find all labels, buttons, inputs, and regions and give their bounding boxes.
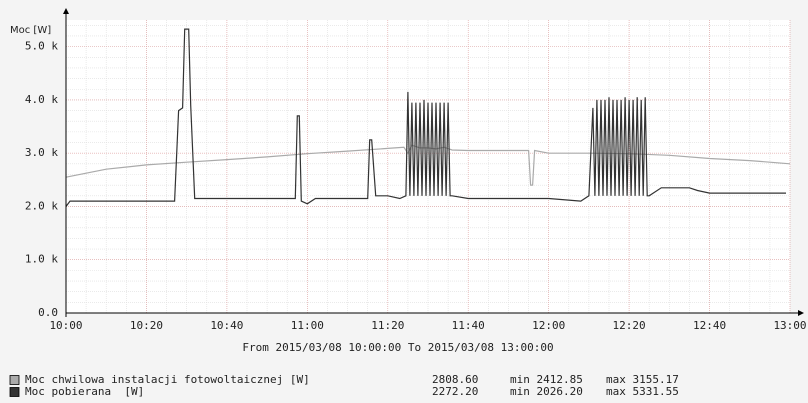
- legend-stat: max 5331.55: [606, 385, 679, 398]
- legend-stat: max 3155.17: [606, 373, 679, 386]
- legend-label: Moc pobierana [W]: [25, 385, 144, 398]
- x-tick-label: 10:20: [130, 319, 163, 332]
- x-tick-label: 10:40: [210, 319, 243, 332]
- legend-stat: min 2412.85: [510, 373, 583, 386]
- y-axis-label: Moc [W]: [10, 25, 51, 36]
- y-tick-label: 3.0 k: [25, 146, 58, 159]
- x-axis-arrow: [798, 310, 804, 316]
- x-axis-label: From 2015/03/08 10:00:00 To 2015/03/08 1…: [242, 341, 553, 354]
- y-tick-label: 2.0 k: [25, 199, 58, 212]
- legend-swatch: [9, 375, 20, 385]
- x-tick-label: 10:00: [49, 319, 82, 332]
- legend-label: Moc chwilowa instalacji fotowoltaicznej …: [25, 373, 310, 386]
- x-tick-label: 11:40: [452, 319, 485, 332]
- y-tick-label: 0.0: [38, 306, 58, 319]
- x-tick-label: 12:40: [693, 319, 726, 332]
- x-tick-label: 11:20: [371, 319, 404, 332]
- x-tick-label: 12:20: [613, 319, 646, 332]
- legend-stat: min 2026.20: [510, 385, 583, 398]
- y-tick-label: 5.0 k: [25, 40, 58, 53]
- y-tick-label: 1.0 k: [25, 253, 58, 266]
- legend-swatch: [9, 387, 20, 397]
- legend-stat: 2808.60: [432, 373, 478, 386]
- x-tick-label: 11:00: [291, 319, 324, 332]
- legend-stat: 2272.20: [432, 385, 478, 398]
- x-tick-label: 12:00: [532, 319, 565, 332]
- y-axis-arrow: [63, 8, 69, 14]
- y-tick-label: 4.0 k: [25, 93, 58, 106]
- series-line: [65, 28, 786, 207]
- x-tick-label: 13:00: [773, 319, 806, 332]
